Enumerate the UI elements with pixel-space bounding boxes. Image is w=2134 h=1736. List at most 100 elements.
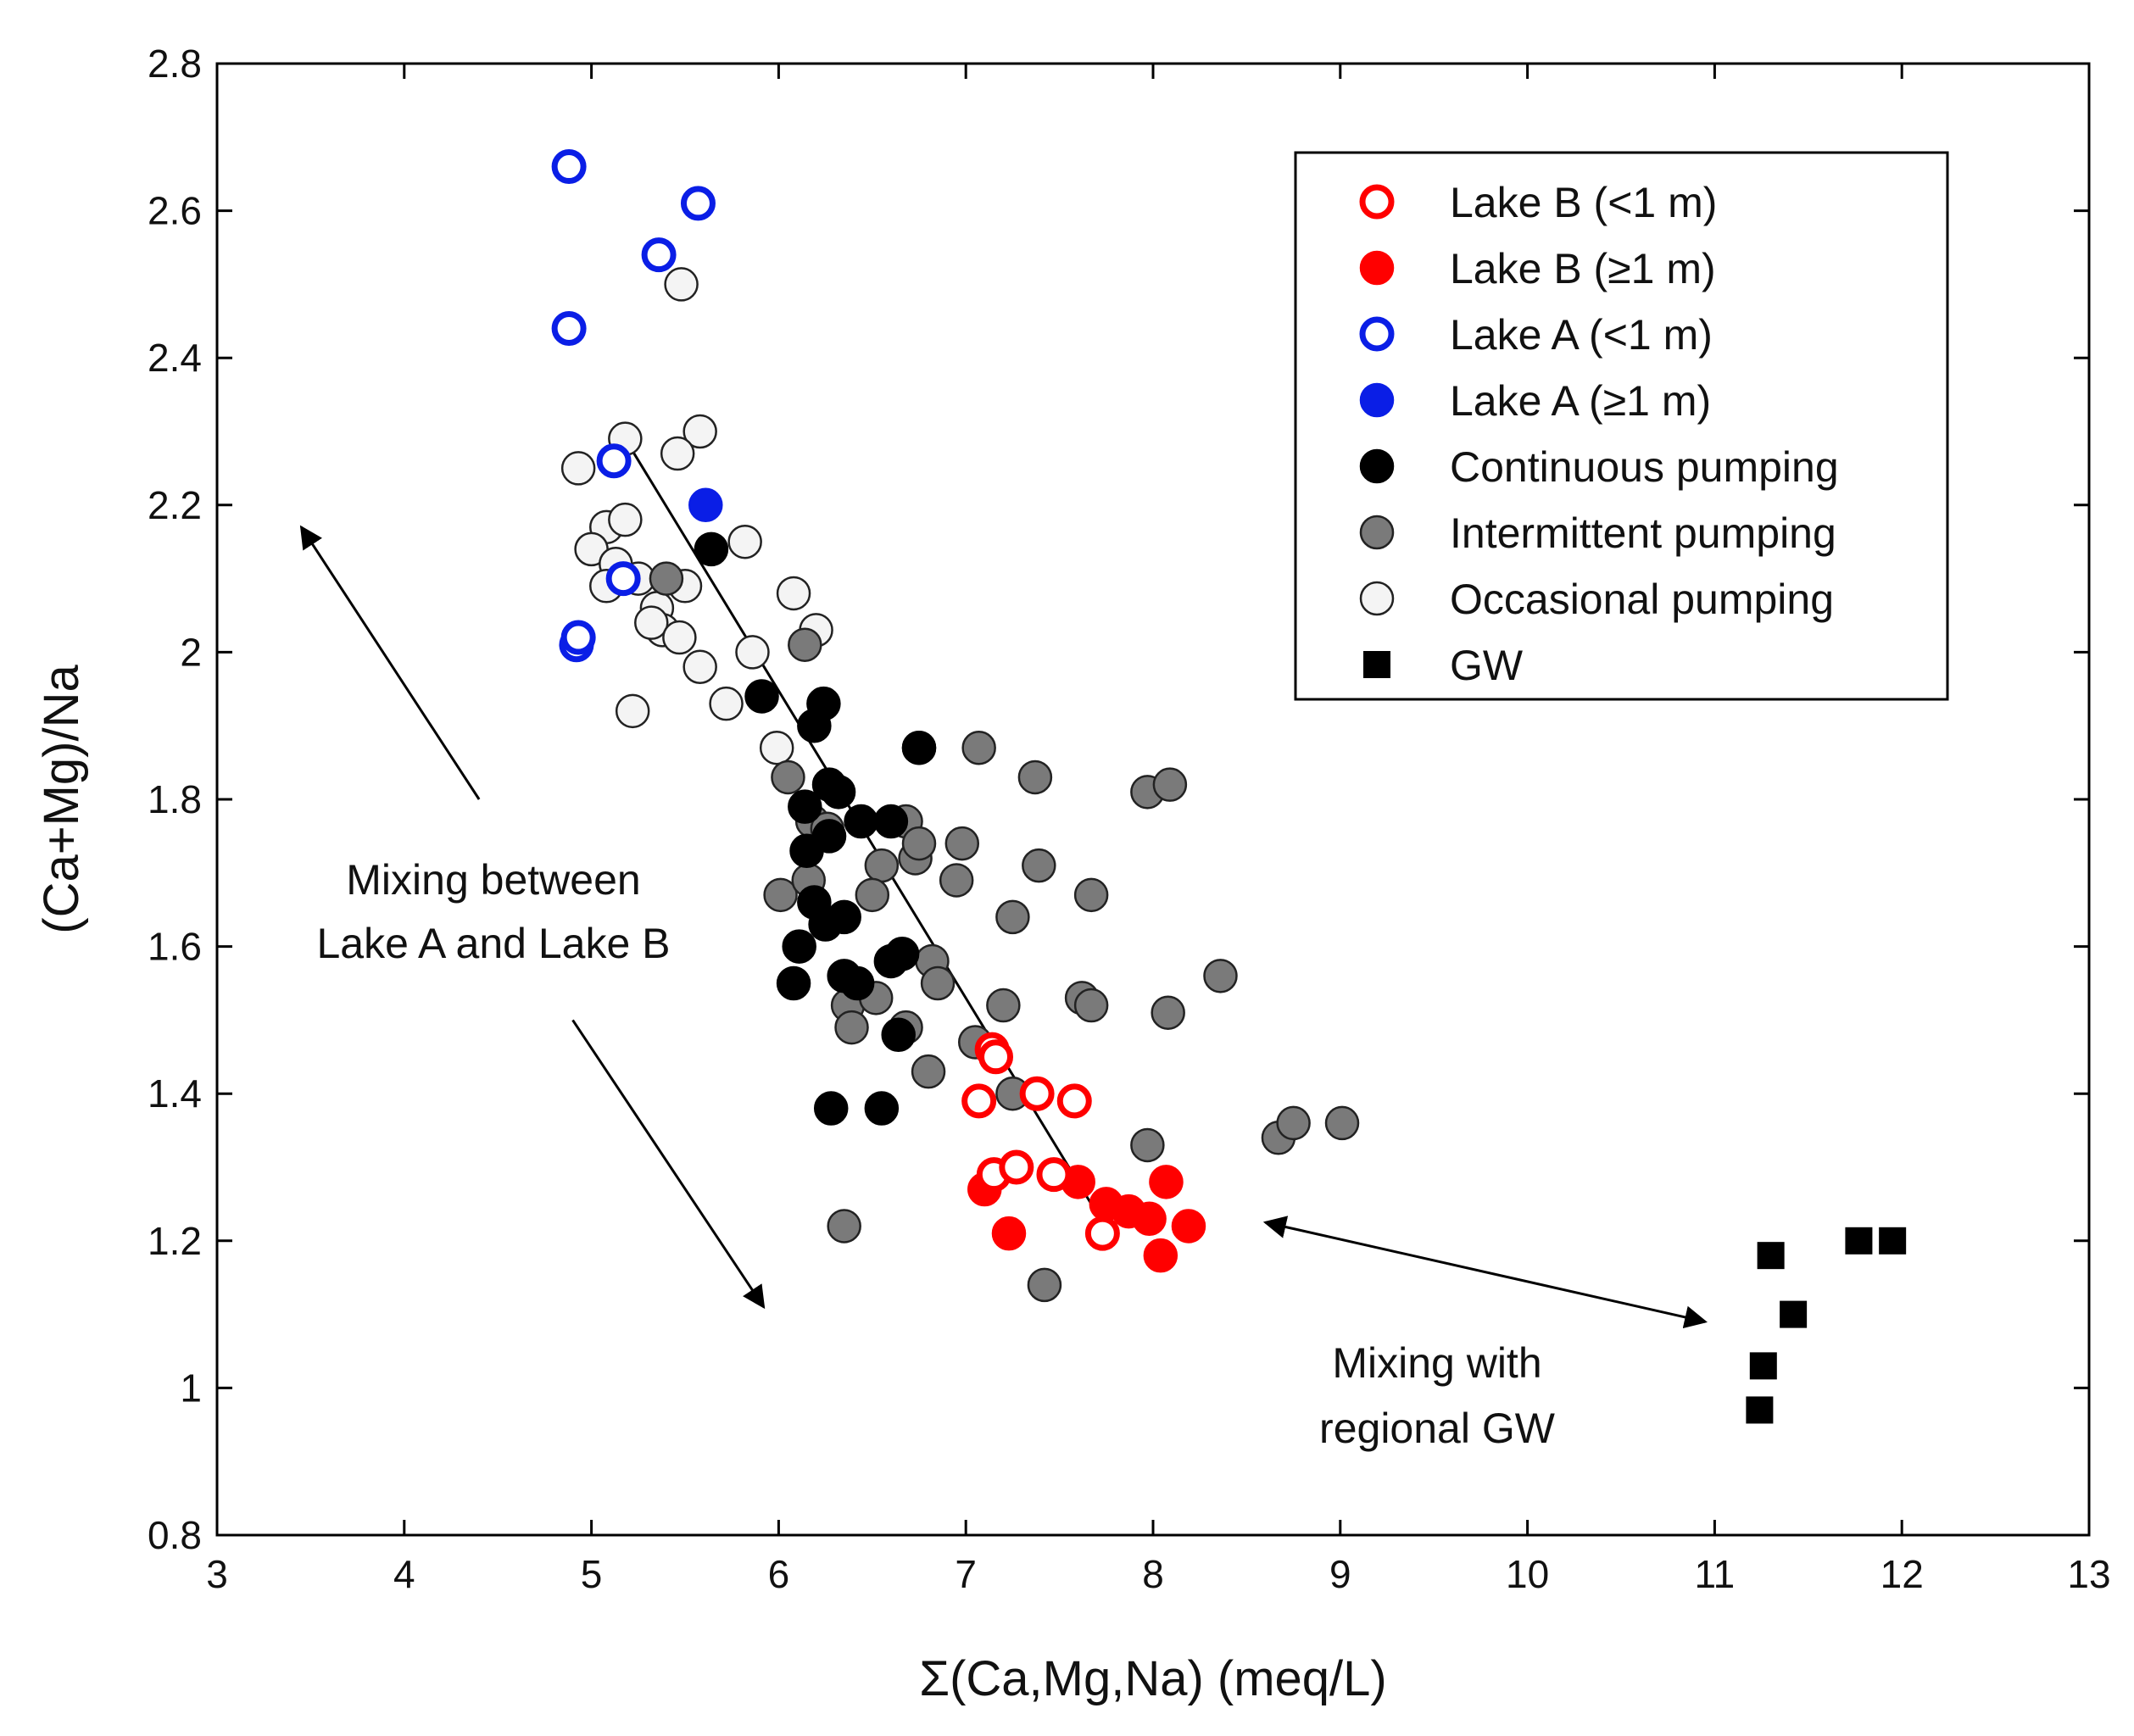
data-point	[1027, 1267, 1062, 1303]
arrow-to-gw	[1262, 1216, 1708, 1329]
data-point	[551, 310, 587, 346]
mixing-arrows	[299, 525, 1708, 1329]
x-axis: 3 4 5 6 7 8 9 10 11 12 13	[206, 64, 2111, 1596]
data-point	[991, 1216, 1027, 1251]
data-point	[864, 848, 900, 883]
legend-entry-gw: GW	[1363, 642, 1524, 689]
legend-marker	[1359, 382, 1395, 418]
data-point	[961, 730, 996, 765]
legend-marker	[1359, 448, 1395, 484]
x-tick-label: 4	[393, 1552, 415, 1596]
legend-label: Lake A (≥1 m)	[1450, 377, 1711, 425]
y-tick-label: 2	[180, 630, 202, 674]
data-point	[839, 965, 875, 1001]
y-axis: 0.8 1 1.2 1.4 1.6 1.8 2 2.2 2.4 2.6 2.8	[148, 42, 2089, 1557]
data-point	[1149, 1165, 1184, 1199]
data-point	[680, 186, 716, 221]
legend-label: GW	[1450, 642, 1524, 689]
data-point	[744, 679, 779, 714]
arrow-to-lake-a	[299, 525, 481, 800]
legend-entry-lake-a-ge1-m: Lake A (≥1 m)	[1359, 377, 1711, 425]
legend-label: Continuous pumping	[1450, 443, 1839, 491]
data-point	[813, 1091, 849, 1126]
y-tick-label: 1.6	[148, 925, 202, 969]
data-point	[1746, 1396, 1774, 1424]
legend-entry-lake-a-lt1-m: Lake A (<1 m)	[1359, 311, 1713, 359]
legend-entry-intermittent-pumping: Intermittent pumping	[1359, 509, 1836, 557]
data-point	[961, 1083, 997, 1119]
data-point	[1143, 1238, 1178, 1273]
legend-marker	[1359, 515, 1395, 550]
data-point	[660, 436, 695, 471]
x-tick-label: 5	[581, 1552, 603, 1596]
data-point	[999, 1149, 1034, 1185]
data-point	[1130, 1127, 1165, 1163]
data-point	[1132, 1201, 1167, 1237]
data-point	[901, 826, 937, 861]
legend-label: Lake B (≥1 m)	[1450, 245, 1716, 292]
series-lake-b-ge1-m	[967, 1165, 1206, 1273]
data-point	[873, 804, 909, 839]
data-point	[662, 620, 697, 655]
data-point	[881, 1017, 916, 1053]
data-point	[788, 627, 822, 662]
data-point	[834, 1010, 869, 1045]
data-point	[797, 708, 832, 743]
mixing-lakes-label-line2: Lake A and Lake B	[316, 920, 670, 967]
y-tick-label: 1.2	[148, 1219, 202, 1263]
data-point	[1017, 760, 1053, 795]
data-point	[1019, 1076, 1055, 1111]
data-point	[1879, 1227, 1907, 1255]
y-tick-label: 2.2	[148, 483, 202, 527]
data-point	[776, 965, 811, 1001]
data-point	[763, 877, 798, 913]
data-points	[551, 149, 1907, 1424]
x-tick-label: 10	[1506, 1552, 1549, 1596]
data-point	[605, 561, 641, 597]
series-gw	[1746, 1227, 1907, 1424]
data-point	[683, 414, 717, 449]
x-tick-label: 7	[955, 1552, 977, 1596]
legend-marker	[1359, 184, 1395, 220]
data-point	[788, 789, 822, 824]
data-point	[596, 443, 632, 479]
series-lake-b-lt1-m	[961, 1032, 1120, 1251]
data-point	[1022, 848, 1056, 883]
x-axis-label: Σ(Ca,Mg,Na) (meq/L)	[919, 1651, 1387, 1706]
data-point	[649, 561, 684, 596]
series-intermittent-pumping	[649, 561, 1360, 1303]
series-lake-a-ge1-m	[688, 487, 723, 523]
data-point	[608, 502, 643, 537]
legend-marker	[1359, 316, 1395, 352]
data-point	[1749, 1352, 1777, 1380]
data-point	[1276, 1105, 1311, 1141]
legend-entry-lake-b-lt1-m: Lake B (<1 m)	[1359, 179, 1717, 226]
data-point	[1324, 1105, 1360, 1141]
data-point	[1056, 1083, 1092, 1119]
legend-box	[1294, 151, 1949, 701]
data-point	[759, 730, 794, 765]
data-point	[1780, 1300, 1808, 1328]
data-point	[1203, 959, 1238, 993]
data-point	[1757, 1242, 1785, 1270]
data-point	[920, 965, 956, 1001]
data-point	[664, 267, 699, 302]
y-tick-label: 2.4	[148, 336, 202, 380]
x-tick-label: 13	[2067, 1552, 2110, 1596]
data-point	[884, 937, 920, 971]
data-point	[811, 819, 847, 854]
data-point	[683, 649, 717, 685]
series-lake-a-lt1-m	[551, 149, 716, 663]
data-point	[944, 826, 980, 861]
data-point	[901, 730, 937, 765]
data-point	[688, 487, 723, 523]
data-point	[1036, 1157, 1072, 1193]
data-point	[821, 775, 856, 810]
data-point	[782, 929, 816, 964]
data-point	[939, 863, 974, 898]
data-point	[855, 877, 890, 913]
data-point	[776, 576, 811, 611]
legend-label: Occasional pumping	[1450, 576, 1834, 623]
data-point	[978, 1039, 1014, 1075]
x-tick-label: 6	[768, 1552, 790, 1596]
